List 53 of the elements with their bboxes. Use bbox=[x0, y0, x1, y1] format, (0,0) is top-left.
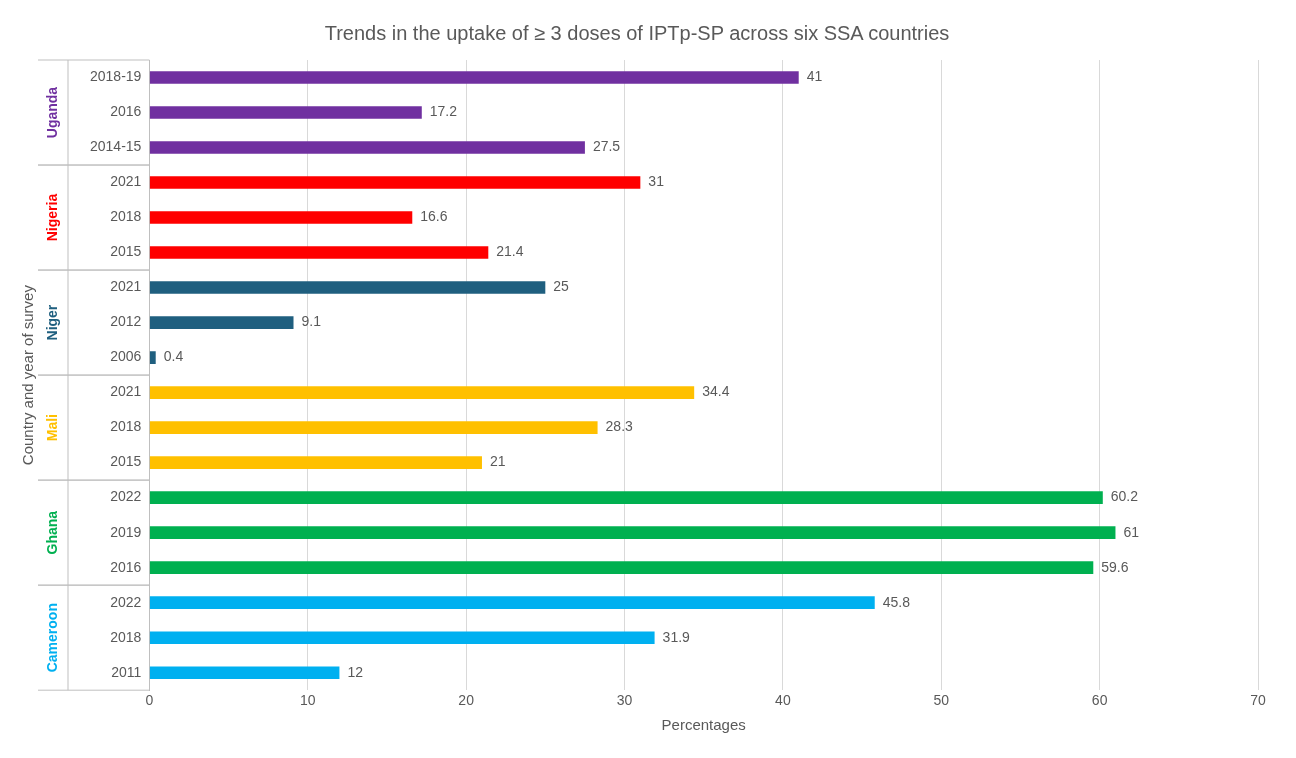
data-label: 25 bbox=[553, 278, 570, 295]
data-label: 60.2 bbox=[1110, 488, 1139, 505]
x-tick-label: 0 bbox=[145, 692, 154, 709]
data-label: 28.3 bbox=[605, 418, 634, 435]
data-label: 59.6 bbox=[1101, 558, 1129, 575]
y-tick-label: 2006 bbox=[110, 348, 142, 365]
y-tick-label: 2015 bbox=[110, 453, 142, 470]
y-tick-label: 2012 bbox=[110, 313, 142, 330]
data-label: 27.5 bbox=[592, 138, 621, 155]
data-label: 16.6 bbox=[420, 208, 448, 225]
y-tick-label: 2022 bbox=[110, 593, 142, 610]
data-label: 17.2 bbox=[429, 103, 458, 120]
y-tick-label: 2014-15 bbox=[89, 138, 142, 155]
data-label: 21 bbox=[489, 453, 506, 470]
x-tick-label: 10 bbox=[299, 692, 316, 709]
data-label: 0.4 bbox=[163, 348, 184, 365]
x-axis-title: Percentages bbox=[661, 716, 746, 734]
y-tick-label: 2019 bbox=[110, 523, 142, 540]
chart-title: Trends in the uptake of ≥ 3 doses of IPTp-SP across six SSA countries bbox=[324, 21, 950, 44]
text: Nigeria bbox=[43, 193, 60, 242]
x-tick-label: 70 bbox=[1250, 692, 1266, 709]
y-axis-title: Country and year of survey bbox=[19, 284, 37, 466]
x-tick-label: 50 bbox=[933, 692, 950, 709]
data-label: 31 bbox=[648, 173, 665, 190]
text: Ghana bbox=[43, 510, 60, 555]
x-tick-label: 40 bbox=[775, 692, 791, 709]
text: Uganda bbox=[43, 86, 60, 139]
x-tick-label: 60 bbox=[1091, 692, 1108, 709]
y-tick-label: 2018 bbox=[110, 418, 142, 435]
y-tick-label: 2015 bbox=[110, 243, 142, 260]
text: Cameroon bbox=[43, 603, 60, 673]
text: Niger bbox=[43, 304, 60, 341]
data-label: 9.1 bbox=[301, 313, 322, 330]
x-tick-label: 20 bbox=[458, 692, 475, 709]
data-label: 31.9 bbox=[662, 628, 691, 645]
y-tick-label: 2016 bbox=[110, 103, 142, 120]
x-tick-label: 30 bbox=[616, 692, 633, 709]
y-tick-label: 2016 bbox=[110, 558, 142, 575]
data-label: 45.8 bbox=[882, 593, 911, 610]
y-tick-label: 2011 bbox=[111, 663, 142, 680]
data-label: 21.4 bbox=[496, 243, 524, 260]
y-tick-label: 2018 bbox=[110, 208, 142, 225]
text: Mali bbox=[43, 414, 60, 442]
data-label: 12 bbox=[347, 663, 364, 680]
y-tick-label: 2018 bbox=[110, 628, 142, 645]
y-tick-label: 2021 bbox=[110, 383, 142, 400]
data-label: 41 bbox=[806, 68, 823, 85]
y-tick-label: 2021 bbox=[110, 173, 142, 190]
data-label: 34.4 bbox=[702, 383, 730, 400]
y-tick-label: 2018-19 bbox=[89, 68, 142, 85]
data-label: 61 bbox=[1123, 523, 1140, 540]
y-tick-label: 2021 bbox=[110, 278, 142, 295]
y-tick-label: 2022 bbox=[110, 488, 142, 505]
